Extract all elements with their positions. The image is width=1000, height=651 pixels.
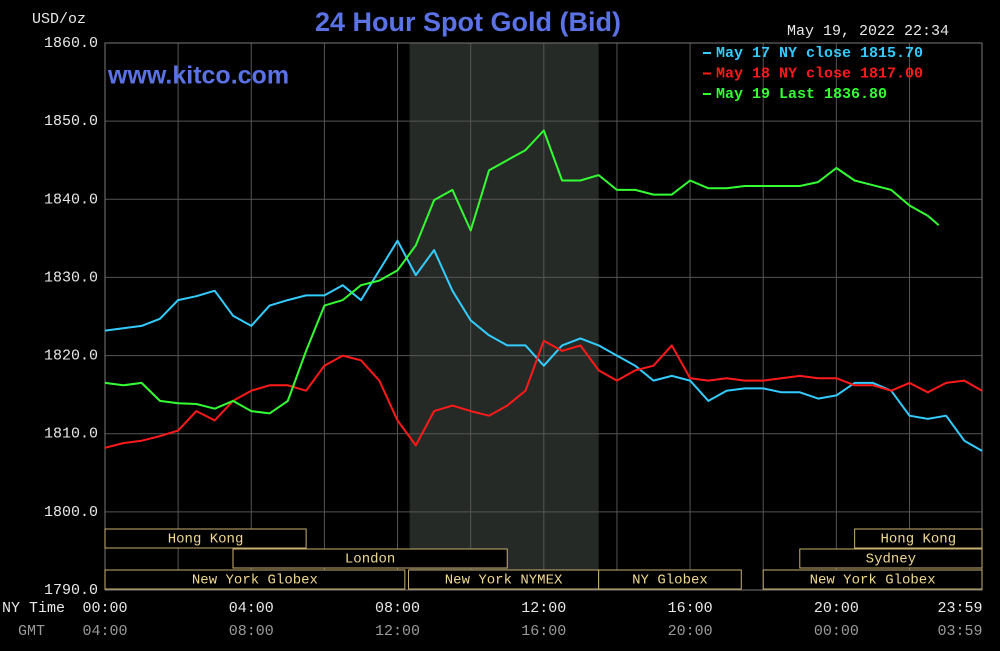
session-label: New York NYMEX [445,573,563,589]
legend-entry: May 19 Last 1836.80 [716,86,887,103]
legend-entry: May 18 NY close 1817.00 [716,65,923,82]
session-bar [232,548,508,569]
y-tick-label: 1830.0 [44,269,98,286]
legend-value: 1815.70 [860,45,923,62]
session-bar [104,569,406,590]
legend-value: 1817.00 [860,65,923,82]
y-tick-label: 1840.0 [44,191,98,208]
legend-value: 1836.80 [824,86,887,103]
legend-name: May 17 NY close [716,45,851,62]
series-line [104,129,940,415]
session-bar [799,548,983,569]
x-tick-label: 16:00 [668,600,713,617]
x2-tick-label: 00:00 [814,623,859,640]
shaded-range [409,43,599,590]
x2-tick-label: 20:00 [668,623,713,640]
x2-tick-label: 03:59 [937,623,982,640]
x2-tick-label: 16:00 [521,623,566,640]
x-tick-label: 12:00 [521,600,566,617]
x-axis-label: NY Time [2,600,65,617]
chart-title: 24 Hour Spot Gold (Bid) [315,7,621,37]
y-tick-label: 1790.0 [44,582,98,599]
y-tick-label: 1800.0 [44,504,98,521]
session-label: Hong Kong [881,532,957,548]
x-tick-label: 00:00 [82,600,127,617]
x-tick-label: 08:00 [375,600,420,617]
session-label: New York Globex [810,573,936,589]
series-line [104,339,983,449]
watermark: www.kitco.com [107,62,289,90]
legend-name: May 19 Last [716,86,815,103]
session-bar [762,569,983,590]
timestamp: May 19, 2022 22:34 [787,23,949,40]
series-line [104,239,983,452]
x2-tick-label: 04:00 [82,623,127,640]
x2-tick-label: 12:00 [375,623,420,640]
session-label: Sydney [866,552,916,568]
x-tick-label: 23:59 [937,600,982,617]
y-tick-label: 1820.0 [44,348,98,365]
legend-name: May 18 NY close [716,65,851,82]
x-tick-label: 04:00 [229,600,274,617]
legend-entry: May 17 NY close 1815.70 [716,45,923,62]
session-label: New York Globex [192,573,318,589]
session-bar [598,569,742,590]
session-label: Hong Kong [168,532,244,548]
x2-tick-label: 08:00 [229,623,274,640]
x-tick-label: 20:00 [814,600,859,617]
session-bar [854,528,983,549]
session-bar [104,528,307,549]
session-label: NY Globex [632,573,708,589]
x2-axis-label: GMT [18,623,45,640]
plot-frame [104,42,983,591]
y-axis-label: USD/oz [32,11,86,28]
y-tick-label: 1810.0 [44,426,98,443]
session-label: London [345,552,395,568]
y-tick-label: 1860.0 [44,35,98,52]
y-tick-label: 1850.0 [44,113,98,130]
